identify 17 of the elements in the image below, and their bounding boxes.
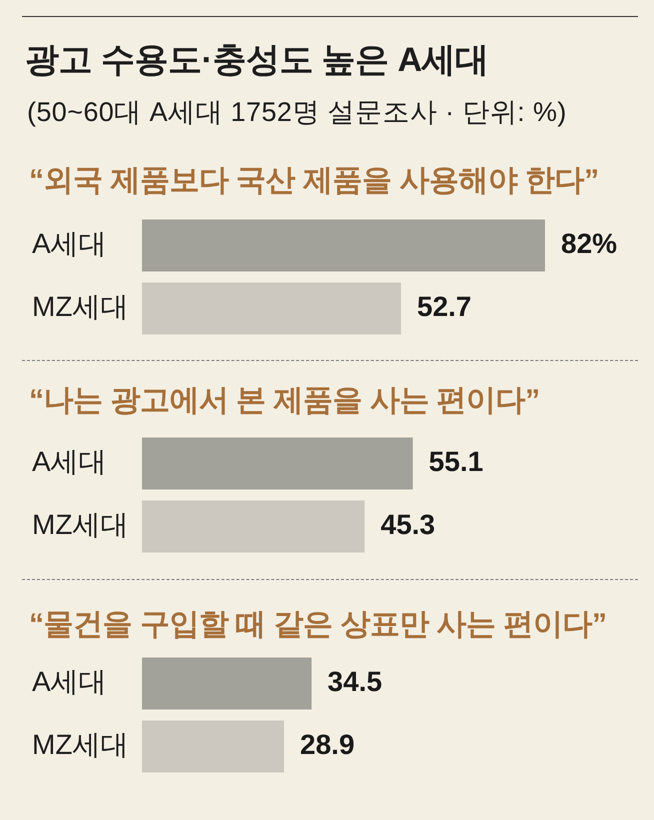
data-label: 55.1 — [428, 446, 484, 478]
data-label: 34.5 — [328, 666, 382, 697]
chart-title: “나는 광고에서 본 제품을 사는 편이다” — [29, 383, 540, 419]
y-tick-label: MZ세대 — [32, 509, 128, 540]
data-label: 52.7 — [417, 290, 472, 322]
y-tick-label: A세대 — [32, 446, 107, 478]
chart-title: “물건을 구입할 때 같은 상표만 사는 편이다” — [29, 607, 607, 643]
y-tick-label: A세대 — [32, 228, 107, 259]
chart-title: “외국 제품보다 국산 제품을 사용해야 한다” — [29, 163, 599, 199]
text: (50~60대 A세대 1752명 설문조사 · 단위: %) — [27, 96, 567, 129]
data-label: 28.9 — [300, 728, 355, 760]
y-tick-label: A세대 — [32, 666, 107, 697]
y-tick-label: MZ세대 — [32, 290, 128, 322]
data-label: 45.3 — [380, 509, 436, 540]
text: 광고 수용도·충성도 높은 A세대 — [25, 40, 489, 81]
data-label: 82% — [561, 228, 618, 259]
y-tick-label: MZ세대 — [32, 728, 128, 760]
